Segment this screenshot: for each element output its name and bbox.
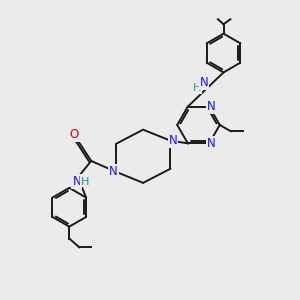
Text: H: H <box>193 83 201 93</box>
Text: N: N <box>169 134 177 147</box>
Text: N: N <box>109 165 118 178</box>
Text: O: O <box>69 128 79 141</box>
Text: N: N <box>207 100 216 113</box>
Text: N: N <box>200 76 208 89</box>
Text: N: N <box>207 137 216 150</box>
Text: N: N <box>72 175 81 188</box>
Text: H: H <box>81 177 90 187</box>
